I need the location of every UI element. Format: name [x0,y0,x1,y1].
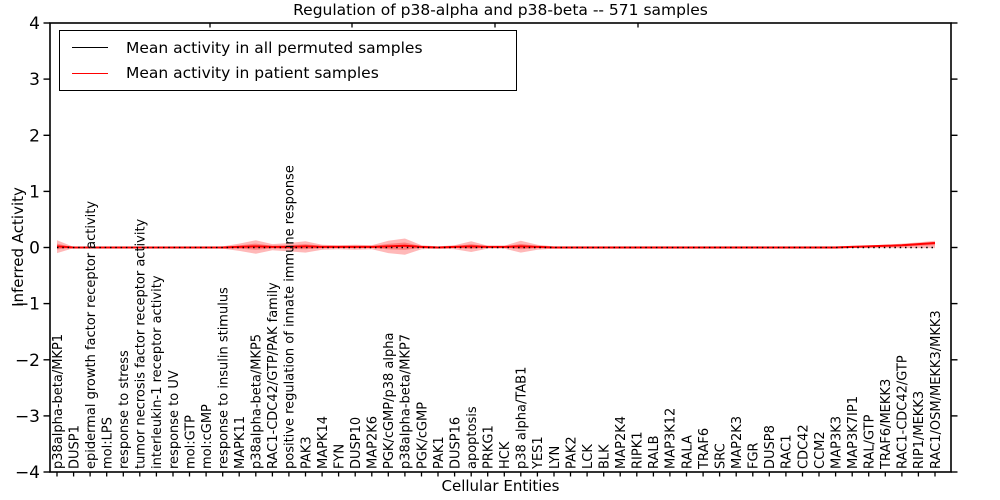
x-tick-label: p38alpha-beta/MKP7 [399,334,414,469]
x-tick-label: TRAF6 [697,428,712,470]
x-tick-label: SRC [713,443,728,469]
x-tick-label: RIP1/MEKK3 [912,391,927,469]
x-tick-label: RALA [680,435,695,469]
x-tick-label: RIPK1 [631,431,646,469]
y-tick-label: −1 [15,295,40,315]
permuted-line-swatch [72,47,108,49]
x-tick-label: tumor necrosis factor receptor activity [134,218,149,469]
y-tick-label: 4 [29,14,40,34]
x-tick-label: mol:GTP [183,415,198,469]
x-tick-label: HCK [498,441,513,469]
x-tick-label: apoptosis [465,406,480,469]
x-tick-label: PAK2 [564,436,579,469]
x-tick-label: LYN [548,446,563,469]
legend-box: Mean activity in all permuted samples Me… [59,30,517,91]
chart-title: Regulation of p38-alpha and p38-beta -- … [293,1,708,19]
x-tick-label: CDC42 [796,424,811,469]
x-tick-label: interleukin-1 receptor activity [150,275,165,469]
x-tick-label: RALB [647,435,662,469]
x-tick-label: PGK/cGMP [415,402,430,469]
x-tick-label: PAK3 [299,436,314,469]
x-tick-label: RAC1-CDC42/GTP/PAK family [266,282,281,469]
x-tick-label: DUSP8 [763,425,778,469]
x-tick-label: FYN [332,444,347,469]
x-tick-label: RAC1/OSM/MEKK3/MKK3 [929,310,944,469]
x-tick-label: mol:cGMP [200,404,215,469]
x-tick-label: BLK [597,444,612,469]
x-tick-label: LCK [581,444,596,469]
y-tick-label: 3 [29,70,40,90]
y-tick-label: 1 [29,182,40,202]
x-tick-label: DUSP10 [349,417,364,469]
x-tick-label: YES1 [531,436,546,470]
x-tick-label: response to UV [167,370,182,469]
x-tick-label: response to insulin stimulus [216,287,231,469]
x-tick-label: mol:LPS [100,417,115,469]
x-tick-label: epidermal growth factor receptor activit… [84,201,99,469]
x-axis-label: Cellular Entities [441,477,560,495]
x-tick-label: PAK1 [432,436,447,469]
x-tick-label: MAP3K3 [829,416,844,469]
x-tick-label: DUSP1 [67,425,82,469]
x-tick-label: positive regulation of innate immune res… [283,165,298,469]
x-tick-label: RAC1-CDC42/GTP [896,355,911,469]
y-tick-label: 0 [29,239,40,259]
legend-item-patient: Mean activity in patient samples [60,64,516,82]
x-tick-label: TRAF6/MEKK3 [879,379,894,470]
y-tick-label: 2 [29,126,40,146]
x-tick-label: p38 alpha/TAB1 [515,367,530,469]
legend-label-permuted: Mean activity in all permuted samples [126,38,423,57]
x-tick-label: p38alpha-beta/MKP1 [51,334,66,469]
x-tick-label: p38alpha-beta/MKP5 [250,334,265,469]
x-tick-label: MAPK11 [233,416,248,469]
x-tick-label: RAL/GTP [863,414,878,469]
legend-label-patient: Mean activity in patient samples [126,64,379,83]
x-tick-label: MAP2K4 [614,416,629,469]
x-tick-label: PGK/cGMP/p38 alpha [382,333,397,469]
y-tick-label: −4 [15,463,40,483]
x-tick-label: CCM2 [813,431,828,469]
patient-mean-line [56,242,936,249]
y-axis-label: Inferred Activity [9,187,27,307]
x-tick-label: MAP3K7IP1 [846,396,861,469]
x-tick-label: PRKG1 [482,425,497,469]
x-tick-label: MAP2K6 [366,416,381,469]
y-tick-label: −3 [15,407,40,427]
x-tick-label: DUSP16 [448,417,463,469]
x-tick-label: MAP2K3 [730,416,745,469]
x-tick-label: RAC1 [780,434,795,469]
x-tick-label: MAP3K12 [664,408,679,469]
legend-item-permuted: Mean activity in all permuted samples [60,39,516,57]
x-tick-label: MAPK14 [316,416,331,469]
y-tick-label: −2 [15,351,40,371]
patient-line-swatch [72,72,108,74]
x-tick-label: FGR [747,442,762,469]
x-tick-label: response to stress [117,350,132,469]
